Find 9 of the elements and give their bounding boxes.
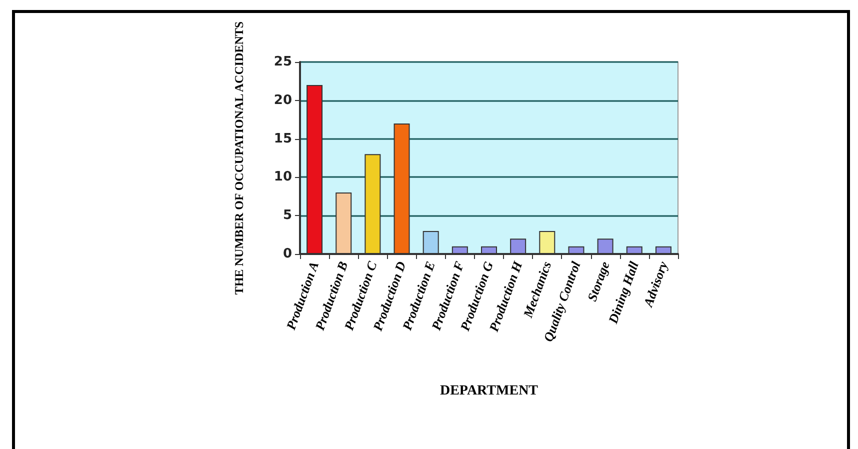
y-axis-title: THE NUMBER OF OCCUPATIONAL ACCIDENTS [232, 21, 246, 295]
x-tick-label: Storage [584, 259, 612, 304]
y-tick-label: 10 [274, 170, 292, 185]
y-tick-label: 0 [282, 246, 292, 262]
x-axis-title: DEPARTMENT [440, 384, 539, 398]
y-tick-label: 20 [274, 92, 292, 108]
y-tick-label: 15 [274, 131, 292, 146]
y-tick-label: 5 [282, 208, 292, 224]
y-tick-label: 25 [274, 54, 292, 70]
